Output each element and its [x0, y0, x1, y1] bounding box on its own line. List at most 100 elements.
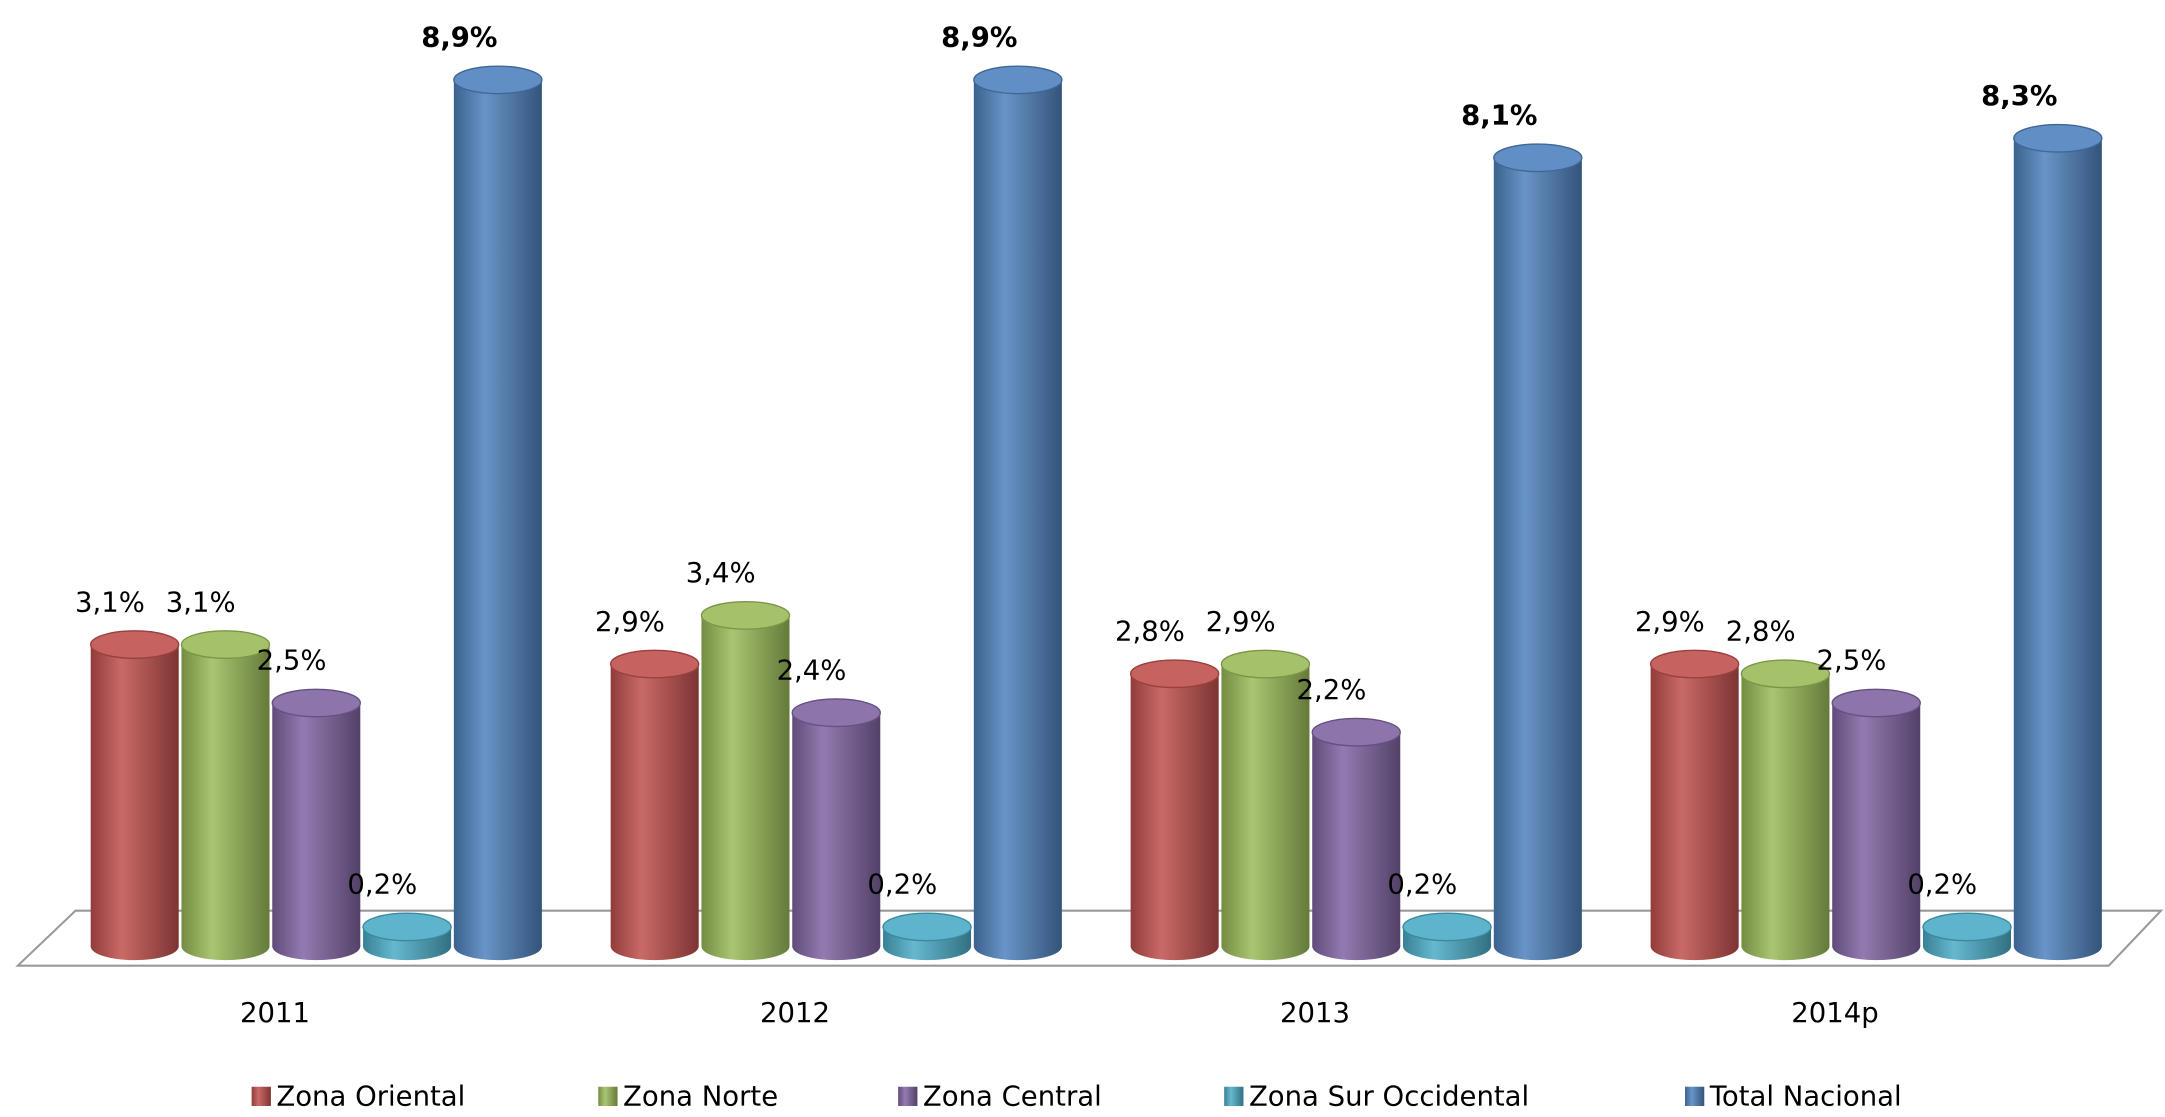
value-label: 2,2% [1297, 674, 1367, 706]
bar-top [1493, 143, 1583, 173]
bar-top [1129, 659, 1220, 689]
bar [882, 912, 972, 961]
value-label: 2,9% [1635, 606, 1705, 638]
bar-body [1741, 673, 1830, 947]
bar-body [272, 703, 361, 947]
bar-top [609, 649, 700, 679]
bar-top [1740, 659, 1831, 689]
bar-top [271, 688, 361, 718]
bar [89, 630, 180, 961]
value-label: 0,2% [1907, 869, 1977, 901]
bar [1649, 649, 1740, 961]
bar-body [701, 615, 790, 947]
bar-top [1220, 649, 1311, 679]
bar-top [1402, 912, 1492, 942]
bar [609, 649, 700, 961]
bar [700, 600, 791, 961]
bar-body [1312, 732, 1401, 947]
bar-bottom [1312, 932, 1401, 961]
value-label: 8,9% [941, 22, 1017, 54]
bar-bottom [1493, 932, 1582, 961]
bar-bottom [1832, 932, 1921, 961]
bar-body [1493, 157, 1582, 947]
bar [180, 630, 271, 961]
bar [1311, 717, 1401, 961]
value-label: 8,3% [1981, 80, 2057, 112]
bar-bottom [2013, 932, 2102, 961]
bar-body [453, 79, 542, 947]
bar-top [1922, 912, 2012, 942]
x-tick-label: 2014p [1791, 997, 1878, 1029]
bar [453, 65, 543, 961]
bar-body [973, 79, 1062, 947]
bar [2013, 123, 2103, 961]
bar-bottom [1650, 932, 1739, 961]
bar-bottom [701, 932, 790, 961]
legend-swatch [598, 1086, 618, 1106]
bar-bottom [1130, 932, 1219, 961]
bar-body [90, 644, 179, 947]
bar-bottom [181, 932, 270, 961]
value-label: 2,8% [1726, 616, 1796, 648]
legend-label: Zona Oriental [276, 1081, 465, 1113]
value-label: 3,1% [166, 586, 236, 618]
x-tick-label: 2011 [240, 997, 310, 1029]
bar [973, 65, 1063, 961]
legend-swatch [898, 1086, 918, 1106]
bar-top [89, 630, 180, 660]
legend-label: Zona Sur Occidental [1249, 1081, 1529, 1113]
bar-top [453, 65, 543, 95]
value-label: 0,2% [1387, 869, 1457, 901]
bar-top [180, 630, 271, 660]
bar-top [973, 65, 1063, 95]
x-tick-label: 2013 [1280, 997, 1350, 1029]
floor [15, 909, 2164, 967]
bar-top [700, 600, 791, 630]
bar-body [610, 664, 699, 947]
bar [1129, 659, 1220, 961]
legend-swatch [1224, 1086, 1244, 1106]
bar [1402, 912, 1492, 961]
bar-top [1831, 688, 1921, 718]
value-label: 2,5% [257, 645, 327, 677]
bar-bottom [453, 932, 542, 961]
bar-bottom [90, 932, 179, 961]
bar-bottom [1221, 932, 1310, 961]
legend-label: Zona Norte [623, 1081, 778, 1113]
bar-body [1130, 673, 1219, 947]
value-label: 2,8% [1115, 616, 1185, 648]
bar-bottom [1741, 932, 1830, 961]
legend-label: Total Nacional [1709, 1081, 1902, 1113]
value-label: 0,2% [867, 869, 937, 901]
value-label: 2,4% [777, 654, 847, 686]
value-label: 2,5% [1817, 645, 1887, 677]
bar [1493, 143, 1583, 961]
bar-body [1221, 664, 1310, 947]
bar-top [362, 912, 452, 942]
value-label: 3,1% [75, 586, 145, 618]
legend-swatch [1685, 1086, 1705, 1106]
bar [362, 912, 452, 961]
legend-swatch [251, 1086, 271, 1106]
bar-top [791, 698, 881, 728]
bar-top [2013, 123, 2103, 153]
bar-bottom [973, 932, 1062, 961]
bar [791, 698, 881, 961]
bar [1922, 912, 2012, 961]
bar-top [882, 912, 972, 942]
value-label: 2,9% [595, 606, 665, 638]
bar-body [1650, 664, 1739, 947]
bar-body [2013, 138, 2102, 947]
value-label: 2,9% [1206, 606, 1276, 638]
bar [1220, 649, 1311, 961]
value-label: 8,9% [421, 22, 497, 54]
bar-top [1649, 649, 1740, 679]
value-label: 0,2% [347, 869, 417, 901]
bar-body [181, 644, 270, 947]
bar-bottom [610, 932, 699, 961]
bar [1740, 659, 1831, 961]
bar [1831, 688, 1921, 961]
bar-bottom [272, 932, 361, 961]
bar-body [1832, 703, 1921, 947]
